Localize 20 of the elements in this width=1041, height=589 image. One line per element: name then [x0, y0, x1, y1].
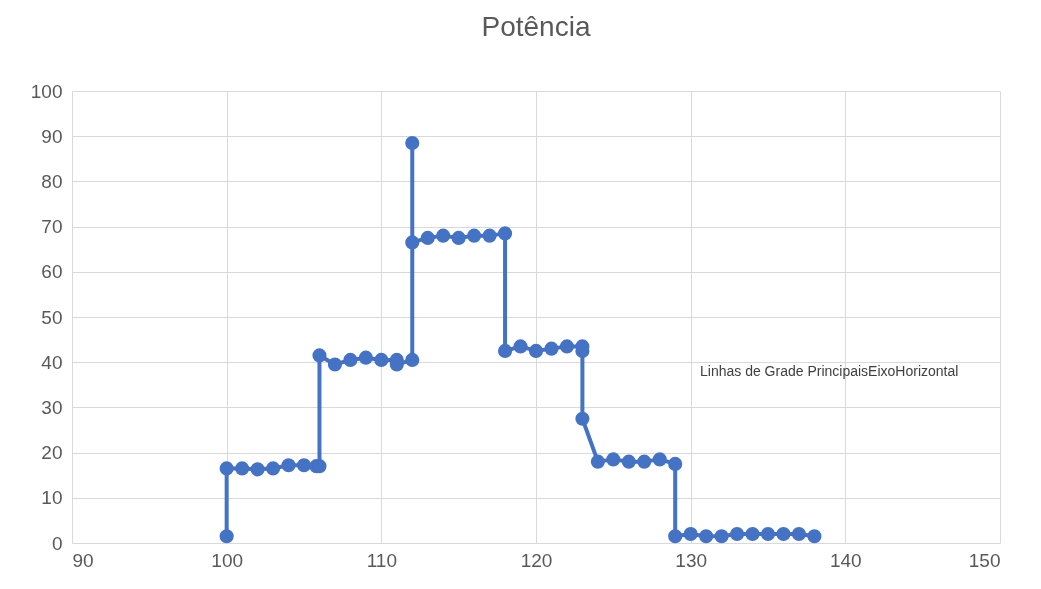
y-tick-label: 20 [41, 442, 63, 464]
y-tick-label: 80 [41, 170, 63, 192]
x-tick-label: 110 [366, 549, 397, 571]
y-tick-label: 10 [41, 487, 63, 509]
x-tick-label: 100 [211, 549, 244, 571]
chart-title: Potência [481, 11, 591, 42]
y-tick-label: 40 [41, 351, 63, 373]
y-tick-label: 50 [41, 306, 63, 328]
y-tick-label: 70 [41, 216, 63, 238]
y-tick-label: 60 [41, 261, 63, 283]
x-tick-label: 130 [675, 549, 708, 571]
y-tick-label: 90 [41, 125, 63, 147]
annotation: Linhas de Grade PrincipaisEixoHorizontal [700, 363, 959, 379]
y-tick-label: 100 [30, 80, 63, 102]
y-tick-label: 0 [51, 532, 63, 554]
x-tick-label: 150 [968, 549, 1001, 571]
x-tick-label: 140 [829, 549, 862, 571]
x-tick-label: 90 [72, 549, 94, 571]
y-tick-label: 30 [41, 396, 63, 418]
x-tick-label: 120 [520, 549, 553, 571]
